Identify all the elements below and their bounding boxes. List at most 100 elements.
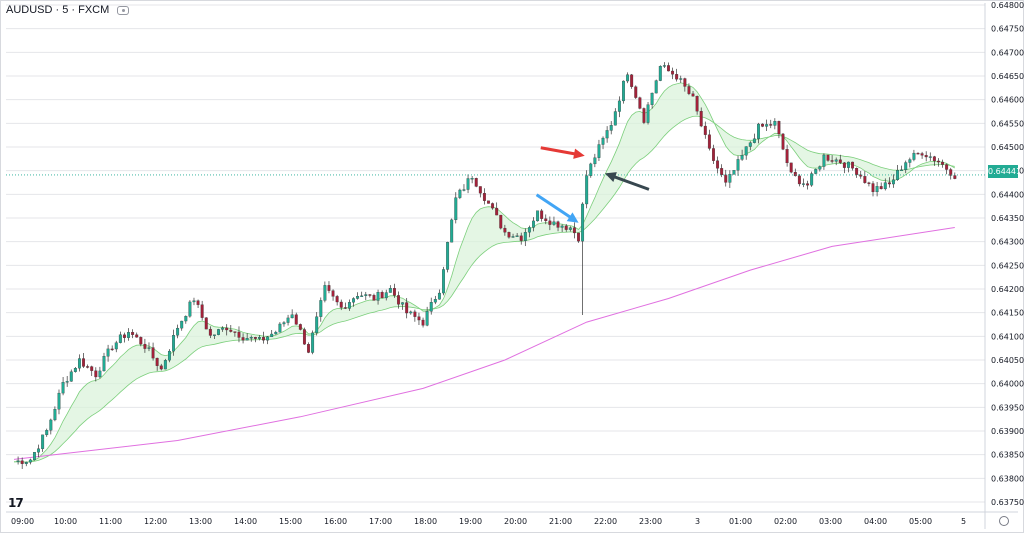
y-tick-label: 0.64700 [991,48,1024,57]
candle [634,86,638,98]
symbol-label[interactable]: AUDUSD · 5 · FXCM [6,4,110,16]
y-tick-label: 0.64100 [991,332,1024,341]
candle [532,220,535,228]
candle [744,146,748,156]
candle [82,358,85,367]
y-tick-label: 0.64200 [991,285,1024,294]
candle [552,221,556,225]
candle [859,174,863,177]
candle [298,324,302,330]
candle [188,301,192,317]
candle [131,332,135,335]
x-tick-label: 12:00 [144,517,167,526]
candle [593,157,597,165]
candle [376,292,380,301]
tradingview-logo[interactable]: 17 [8,496,24,510]
candle [315,316,319,334]
candle [319,300,323,317]
candle [572,227,576,234]
candle [499,214,503,229]
candle [937,160,940,163]
x-tick-label: 03:00 [819,517,842,526]
candle [646,104,650,123]
candle [491,203,495,209]
x-tick-label: 01:00 [729,517,752,526]
red-arrow [540,146,580,157]
candle [487,200,490,204]
x-tick-label: 23:00 [639,517,662,526]
x-tick-label: 21:00 [549,517,572,526]
x-tick-label: 13:00 [189,517,212,526]
candle [172,335,175,352]
candle [691,93,695,97]
candle [818,166,822,170]
candle [98,370,102,378]
chart-header: AUDUSD · 5 · FXCM [6,4,130,16]
candle [466,178,470,190]
candle [777,121,781,135]
x-tick-label: 22:00 [594,517,617,526]
candle [143,343,147,349]
candle [642,108,646,123]
candle [855,168,859,175]
candle [671,70,675,75]
x-tick-label: 04:00 [864,517,887,526]
candle [24,462,28,465]
y-tick-label: 0.64300 [991,238,1024,247]
candle [617,100,621,112]
candle [577,232,580,242]
candle [626,74,630,82]
candle [503,227,507,233]
candle [446,242,450,270]
x-tick-label: 5 [961,517,966,526]
candle [838,159,842,163]
candle [560,225,564,228]
candle [196,300,200,305]
candle [110,348,114,351]
candle [57,392,61,410]
candle [339,301,343,308]
candle [65,381,69,383]
candle [650,92,654,105]
candle [343,307,347,309]
candle [740,155,744,160]
candle [442,269,445,294]
candle [122,334,126,338]
y-tick-label: 0.64500 [991,143,1024,152]
y-tick-label: 0.64150 [991,309,1024,318]
candle [568,227,572,230]
candle [474,178,478,187]
candle [523,232,527,241]
candle [761,123,765,127]
candle [53,409,57,421]
candle [822,154,826,167]
candle [401,302,405,305]
x-tick-label: 20:00 [504,517,527,526]
x-tick-label: 19:00 [459,517,482,526]
settings-gear-icon[interactable] [999,516,1009,526]
y-tick-label: 0.64550 [991,119,1024,128]
candle [204,317,208,330]
candle [282,322,286,325]
candle [793,171,797,177]
candle [270,333,274,338]
candle [458,189,462,198]
candle [90,366,94,371]
candle [425,311,429,326]
candle [192,300,196,303]
candle [879,186,883,190]
candle [94,370,98,378]
candle [311,332,315,353]
x-tick-label: 3 [695,517,700,526]
candle [221,327,225,330]
candle [257,337,261,339]
candle [139,337,143,345]
candle [556,221,560,228]
fast-ma-line [13,82,956,463]
eye-icon[interactable] [117,5,130,15]
candle [536,210,540,222]
candle [630,74,634,87]
candle [920,153,924,156]
candle [302,329,306,345]
